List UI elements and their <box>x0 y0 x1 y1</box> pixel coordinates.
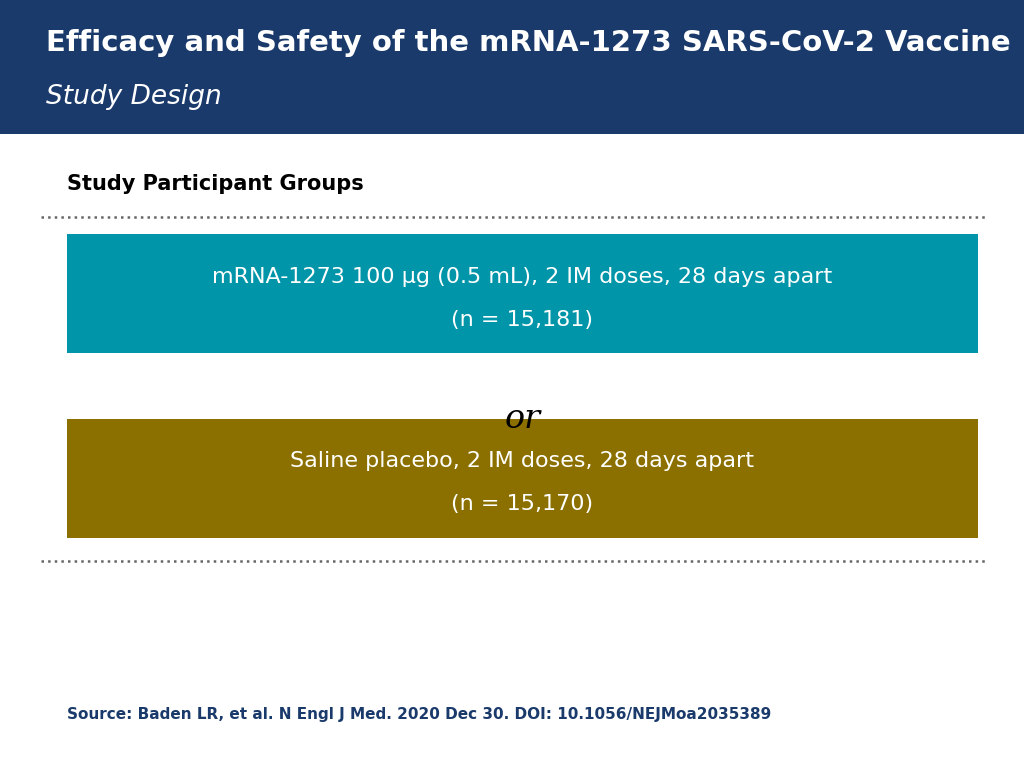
Text: (n = 15,181): (n = 15,181) <box>452 310 593 330</box>
Text: Efficacy and Safety of the mRNA-1273 SARS-CoV-2 Vaccine: Efficacy and Safety of the mRNA-1273 SAR… <box>46 29 1011 57</box>
Bar <box>67 234 978 353</box>
Text: Study Design: Study Design <box>46 84 222 110</box>
Text: mRNA-1273 100 μg (0.5 mL), 2 IM doses, 28 days apart: mRNA-1273 100 μg (0.5 mL), 2 IM doses, 2… <box>212 267 833 287</box>
Bar <box>0 0 1024 134</box>
Text: Saline placebo, 2 IM doses, 28 days apart: Saline placebo, 2 IM doses, 28 days apar… <box>290 452 755 472</box>
Text: or: or <box>504 402 541 435</box>
Text: Study Participant Groups: Study Participant Groups <box>67 174 364 194</box>
Text: (n = 15,170): (n = 15,170) <box>452 495 593 515</box>
Bar <box>67 419 978 538</box>
Text: Source: Baden LR, et al. N Engl J Med. 2020 Dec 30. DOI: 10.1056/NEJMoa2035389: Source: Baden LR, et al. N Engl J Med. 2… <box>67 707 771 722</box>
